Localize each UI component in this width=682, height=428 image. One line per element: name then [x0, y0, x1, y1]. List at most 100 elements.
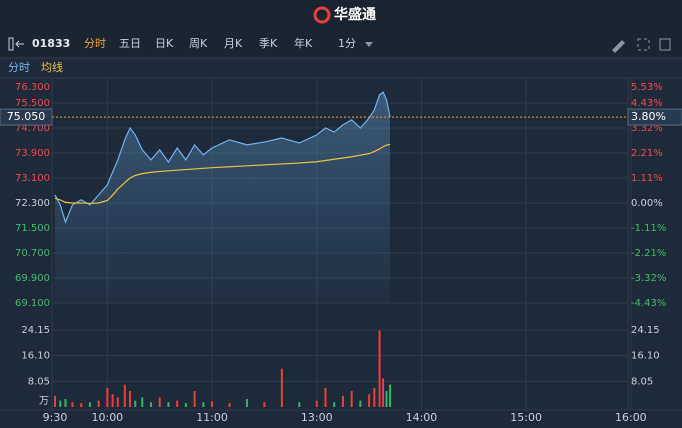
x-tick-label: 10:00 [91, 411, 123, 424]
volume-tick-label-right: 16.10 [631, 351, 660, 362]
volume-bar [359, 400, 362, 407]
volume-bar [167, 402, 170, 407]
period-tab[interactable]: 五日 [119, 37, 141, 50]
y-tick-label: 73.900 [15, 148, 50, 159]
volume-bar [333, 402, 336, 407]
volume-bar [59, 400, 62, 407]
menu-icon[interactable] [659, 38, 671, 51]
period-tab[interactable]: 日K [155, 37, 174, 50]
volume-bar [324, 387, 327, 407]
volume-bar [158, 397, 161, 407]
volume-bar [350, 391, 353, 407]
last-price-box [0, 108, 53, 126]
legend-entry: 分时 [8, 61, 30, 74]
x-tick-label: 16:00 [615, 411, 647, 424]
x-tick-label: 11:00 [196, 411, 228, 424]
period-tab[interactable]: 周K [189, 37, 208, 50]
price-area [55, 92, 391, 303]
y-tick-label: 69.900 [15, 273, 50, 284]
period-tab[interactable]: 季K [259, 37, 278, 50]
y2-tick-label: 2.21% [631, 148, 663, 159]
last-change-box [627, 108, 682, 126]
x-tick-label: 15:00 [510, 411, 542, 424]
volume-bar [298, 402, 301, 407]
y-tick-label: 69.100 [15, 298, 50, 309]
stock-code: 01833 [32, 37, 70, 50]
volume-bar [123, 384, 126, 407]
y-tick-label: 71.500 [15, 223, 50, 234]
header-bar [0, 0, 682, 30]
y-tick-label: 73.100 [15, 173, 50, 184]
y-tick-label: 76.300 [15, 82, 50, 93]
volume-bar [385, 391, 388, 407]
y2-tick-label: 4.43% [631, 98, 663, 109]
volume-bar [368, 394, 371, 407]
fullscreen-icon[interactable] [637, 38, 650, 51]
volume-bar [184, 403, 187, 407]
volume-bar [315, 400, 318, 407]
y2-tick-label: -3.32% [631, 273, 666, 284]
volume-bar [280, 368, 283, 407]
y2-tick-label: 1.11% [631, 173, 663, 184]
volume-bar [263, 402, 266, 407]
legend-entry: 均线 [41, 60, 63, 74]
volume-bar [382, 378, 385, 407]
volume-tick-label: 16.10 [21, 351, 50, 362]
y2-tick-label: 3.32% [631, 123, 663, 134]
average-line [54, 143, 391, 204]
y2-tick-label: -1.11% [631, 223, 666, 234]
volume-bar [64, 399, 67, 407]
volume-bar [373, 387, 376, 407]
toolbar [0, 30, 682, 58]
price-line [54, 91, 391, 224]
volume-bar [176, 400, 179, 407]
x-tick-label: 14:00 [406, 411, 438, 424]
volume-tick-label: 24.15 [21, 325, 50, 336]
brand: 华盛通 [334, 6, 376, 23]
volume-bar [116, 397, 119, 407]
last-change-label: 3.80% [631, 110, 666, 123]
volume-bar [211, 401, 214, 407]
volume-bar [193, 391, 196, 407]
volume-bar [134, 400, 137, 407]
y-tick-label: 75.500 [15, 98, 50, 109]
dropdown-arrow[interactable] [365, 42, 373, 47]
interval-select[interactable]: 1分 [338, 37, 356, 50]
y2-tick-label: -4.43% [631, 298, 666, 309]
volume-bar [389, 384, 392, 407]
volume-tick-label: 8.05 [28, 376, 50, 387]
volume-bar [106, 387, 109, 407]
chart: 分时 均线 76.300 75.500 74.700 73.900 73.100 72.300… [0, 60, 682, 424]
period-tab[interactable]: 年K [294, 36, 313, 50]
volume-bar [228, 403, 231, 407]
volume-bar [88, 402, 91, 407]
y2-tick-label: 5.53% [631, 82, 663, 93]
volume-bar [97, 400, 100, 407]
volume-bar [378, 330, 381, 407]
volume-bar [202, 402, 205, 407]
y-tick-label: 74.700 [15, 123, 50, 134]
x-tick-label: 9:30 [43, 411, 68, 424]
period-tab[interactable]: 分时 [84, 37, 106, 50]
volume-bar [111, 394, 114, 407]
volume-bar [71, 402, 74, 407]
y2-tick-label: -2.21% [631, 248, 666, 259]
volume-bar [129, 391, 132, 407]
edit-icon[interactable] [612, 40, 625, 53]
logo-icon [313, 6, 331, 24]
y-tick-label: 70.700 [15, 248, 50, 259]
back-icon[interactable] [15, 40, 24, 48]
collapse-icon[interactable] [8, 37, 14, 51]
volume-tick-label-right: 24.15 [631, 325, 660, 336]
volume-unit: 万 [39, 396, 49, 407]
y2-tick-label: 0.00% [631, 198, 663, 209]
volume-bar [80, 403, 83, 407]
last-price-label: 75.050 [7, 110, 46, 123]
period-tab[interactable]: 月K [224, 37, 243, 50]
volume-bar [54, 395, 56, 407]
volume-bar [141, 397, 144, 407]
volume-bar [341, 395, 344, 407]
volume-bar [149, 402, 152, 407]
